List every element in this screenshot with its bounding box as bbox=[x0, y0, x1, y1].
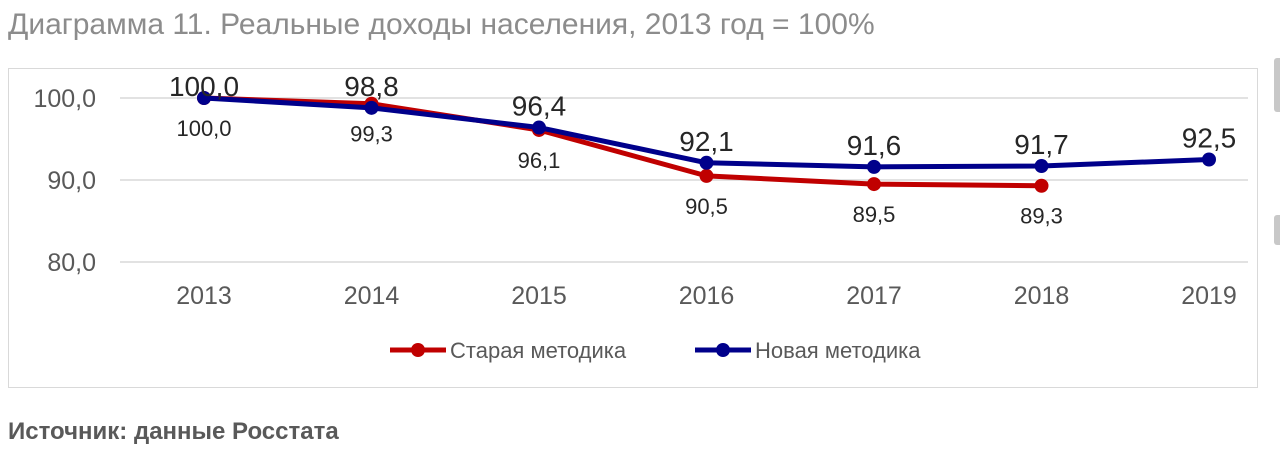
chart-title: Диаграмма 11. Реальные доходы населения,… bbox=[8, 8, 875, 41]
series-new-method bbox=[197, 91, 1216, 174]
data-label: 98,8 bbox=[344, 71, 399, 102]
x-tick-label: 2013 bbox=[176, 282, 232, 310]
data-point bbox=[1034, 178, 1049, 193]
data-point bbox=[197, 91, 211, 105]
series-line bbox=[201, 95, 1044, 189]
edge-scroll-mark bbox=[1274, 215, 1280, 245]
legend-label: Новая методика bbox=[755, 338, 921, 363]
data-point bbox=[532, 120, 546, 135]
data-point bbox=[1202, 152, 1216, 167]
data-label: 99,3 bbox=[350, 122, 393, 147]
x-tick-label: 2019 bbox=[1181, 282, 1237, 310]
y-tick-label: 80,0 bbox=[47, 249, 96, 277]
legend-marker bbox=[411, 343, 425, 357]
data-label: 89,3 bbox=[1020, 204, 1063, 229]
legend-label: Старая методика bbox=[450, 338, 627, 363]
data-label: 92,1 bbox=[679, 126, 734, 157]
legend-marker bbox=[716, 343, 730, 357]
data-label: 100,0 bbox=[169, 71, 239, 102]
data-label: 92,5 bbox=[1182, 123, 1237, 154]
data-label: 89,5 bbox=[853, 202, 896, 227]
y-axis-ticks: 100,0 90,0 80,0 bbox=[33, 85, 96, 277]
data-point bbox=[699, 168, 714, 183]
legend-entry: Старая методика bbox=[390, 338, 627, 363]
data-label: 100,0 bbox=[176, 116, 231, 141]
chart-frame bbox=[8, 68, 1258, 388]
legend: Старая методика Новая методика bbox=[390, 338, 921, 363]
data-point bbox=[364, 100, 379, 115]
data-labels: 100,0 99,3 96,1 90,5 89,5 89,3 100,0 98,8 96,4 92… bbox=[169, 71, 1236, 229]
data-point bbox=[867, 177, 881, 192]
y-tick-label: 100,0 bbox=[33, 85, 96, 113]
x-tick-label: 2015 bbox=[511, 282, 567, 310]
edge-scroll-mark bbox=[1274, 58, 1280, 112]
series-lines bbox=[197, 91, 1216, 193]
data-label: 96,4 bbox=[512, 91, 567, 122]
data-point bbox=[699, 155, 714, 170]
data-point bbox=[1034, 159, 1049, 174]
x-tick-label: 2017 bbox=[846, 282, 902, 310]
data-label: 96,1 bbox=[518, 148, 561, 173]
data-label: 91,6 bbox=[847, 130, 902, 161]
y-tick-label: 90,0 bbox=[47, 167, 96, 195]
data-label: 91,7 bbox=[1014, 129, 1069, 160]
x-tick-label: 2016 bbox=[679, 282, 735, 310]
data-label: 90,5 bbox=[685, 194, 728, 219]
x-tick-label: 2018 bbox=[1014, 282, 1070, 310]
gridlines bbox=[120, 97, 1248, 263]
x-tick-label: 2014 bbox=[344, 282, 400, 310]
x-axis-ticks: 2013 2014 2015 2016 2017 2018 2019 bbox=[176, 282, 1237, 310]
legend-entry: Новая методика bbox=[695, 338, 921, 363]
source-note: Источник: данные Росстата bbox=[8, 418, 339, 445]
data-point bbox=[867, 159, 881, 174]
